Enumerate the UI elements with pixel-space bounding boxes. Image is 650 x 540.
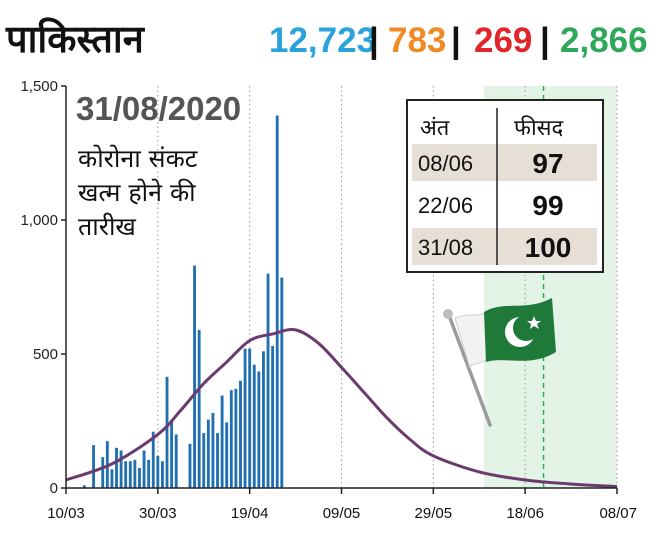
stat-separator: | [540,21,550,60]
table-row-percent: 99 [532,190,563,221]
bar [197,329,201,488]
bar [202,433,206,488]
stat-recovered: 2,866 [560,21,648,60]
bar [156,455,160,488]
annotation-line-1: कोरोना संकट [78,144,198,173]
bar [193,265,196,488]
bar [124,461,128,488]
projection-curve [65,328,618,489]
table-header-percent: फीसद [514,115,564,141]
bar [239,380,242,488]
bar [275,115,279,488]
bar [216,433,219,488]
bar [133,459,137,488]
x-tick-label: 18/06 [506,505,544,522]
table-row-bg [412,144,597,181]
bar [147,459,151,488]
table-row-percent: 100 [525,232,572,263]
x-tick-label: 30/03 [139,505,177,522]
stat-separator: | [451,21,461,60]
bar [165,376,169,488]
bar [174,434,178,488]
bar [161,461,164,488]
y-tick-label: 500 [33,346,58,363]
axis-layer: 0 500 1,000 1,500 10/03 30/03 19/04 09/05 29/05 1… [20,78,637,522]
bar [151,431,155,488]
stat-new: 783 [388,21,446,60]
bar [257,371,261,488]
table-row-date: 31/08 [418,235,473,260]
annotation-line-3: तारीख [78,212,136,241]
table-row-percent: 97 [532,148,563,179]
stats-row: 12,723 | 783 | 269 | 2,866 [269,21,648,60]
bar [243,348,247,488]
stat-separator: | [369,21,379,60]
bar [101,457,105,488]
x-tick-label: 09/05 [323,505,361,522]
bar [110,469,114,488]
table-row-date: 08/06 [418,151,473,176]
country-title: पाकिस्तान [5,17,146,61]
x-tick-label: 19/04 [231,505,269,522]
bar [128,461,132,488]
bar [229,390,233,488]
bar [248,348,252,488]
bar [266,273,270,488]
bar [119,450,123,488]
pakistan-flag-icon [443,298,556,427]
bar [271,345,275,488]
bar [225,422,229,488]
y-tick-label: 1,000 [20,212,58,229]
table-row-bg [412,228,597,265]
table-row-date: 22/06 [418,193,473,218]
x-tick-label: 29/05 [415,505,453,522]
stat-deaths: 269 [474,21,532,60]
table-row-bg [412,186,597,223]
y-tick-label: 0 [50,480,58,497]
bar [82,485,86,488]
percent-table: अंत फीसद 08/06 97 22/06 99 31/08 100 [406,99,604,273]
annotation-date: 31/08/2020 [76,90,241,127]
annotation-line-2: खत्म होने की [78,178,196,207]
bar [262,351,265,488]
y-tick-label: 1,500 [20,78,58,95]
bar [220,395,224,488]
bar [211,412,215,488]
table-header-end: अंत [420,116,450,141]
x-tick-label: 10/03 [47,505,85,522]
bar [206,419,210,488]
bar [234,388,238,488]
bar [142,450,146,488]
bar [280,277,284,488]
bar [92,445,95,488]
bar [170,419,174,488]
bar [252,364,256,488]
stat-confirmed: 12,723 [269,21,376,60]
bar [138,467,141,488]
bar [188,443,192,488]
bar [115,447,118,488]
x-tick-label: 08/07 [599,505,637,522]
curve-layer [65,328,618,489]
